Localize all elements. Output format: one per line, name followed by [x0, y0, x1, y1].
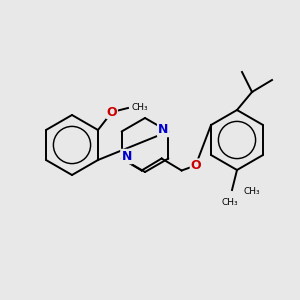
Text: O: O [107, 106, 117, 118]
Text: CH₃: CH₃ [222, 198, 238, 207]
Text: CH₃: CH₃ [244, 187, 261, 196]
Text: CH₃: CH₃ [132, 103, 148, 112]
Text: N: N [158, 123, 169, 136]
Text: N: N [122, 150, 132, 163]
Text: O: O [190, 159, 201, 172]
